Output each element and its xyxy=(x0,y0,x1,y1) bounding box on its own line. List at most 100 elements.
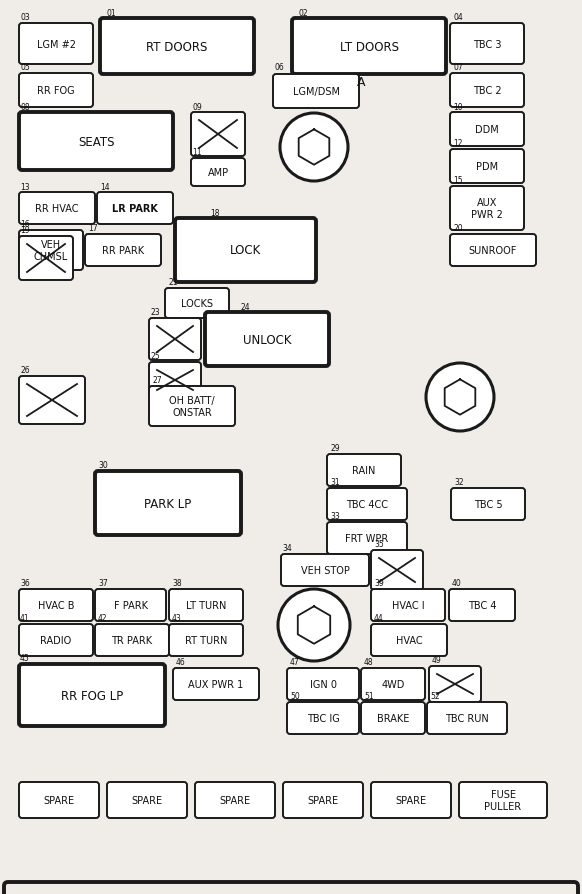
Text: 08: 08 xyxy=(20,103,30,112)
Text: RAIN: RAIN xyxy=(352,466,376,476)
FancyBboxPatch shape xyxy=(450,74,524,108)
Text: TBC 4: TBC 4 xyxy=(468,601,496,611)
Text: 07: 07 xyxy=(453,63,463,72)
Text: TBC IG: TBC IG xyxy=(307,713,339,723)
FancyBboxPatch shape xyxy=(95,589,166,621)
FancyBboxPatch shape xyxy=(95,471,241,536)
Text: OH BATT/
ONSTAR: OH BATT/ ONSTAR xyxy=(169,396,215,417)
Text: 48: 48 xyxy=(364,657,374,666)
FancyBboxPatch shape xyxy=(371,782,451,818)
FancyBboxPatch shape xyxy=(195,782,275,818)
FancyBboxPatch shape xyxy=(287,668,359,700)
Text: LT DOORS: LT DOORS xyxy=(339,40,399,54)
FancyBboxPatch shape xyxy=(19,74,93,108)
FancyBboxPatch shape xyxy=(450,24,524,65)
Text: 39: 39 xyxy=(374,578,384,587)
Text: HVAC B: HVAC B xyxy=(38,601,74,611)
FancyBboxPatch shape xyxy=(429,666,481,702)
Circle shape xyxy=(426,364,494,432)
FancyBboxPatch shape xyxy=(19,193,95,224)
FancyBboxPatch shape xyxy=(371,589,445,621)
Text: 52: 52 xyxy=(430,691,439,700)
Text: 12: 12 xyxy=(453,139,463,148)
Text: 21: 21 xyxy=(168,278,178,287)
FancyBboxPatch shape xyxy=(287,702,359,734)
FancyBboxPatch shape xyxy=(19,664,165,726)
FancyBboxPatch shape xyxy=(173,668,259,700)
Text: SPARE: SPARE xyxy=(44,795,74,805)
Text: RT DOORS: RT DOORS xyxy=(146,40,208,54)
Text: 50: 50 xyxy=(290,691,300,700)
Text: TBC 5: TBC 5 xyxy=(474,500,502,510)
FancyBboxPatch shape xyxy=(449,589,515,621)
FancyBboxPatch shape xyxy=(100,19,254,75)
FancyBboxPatch shape xyxy=(19,231,83,271)
Text: 35: 35 xyxy=(374,539,384,548)
Text: 17: 17 xyxy=(88,224,98,232)
FancyBboxPatch shape xyxy=(292,19,446,75)
Text: 05: 05 xyxy=(20,63,30,72)
Text: RR FOG LP: RR FOG LP xyxy=(61,688,123,702)
Text: 03: 03 xyxy=(20,13,30,22)
Text: LOCK: LOCK xyxy=(230,244,261,257)
FancyBboxPatch shape xyxy=(371,551,423,590)
Text: 29: 29 xyxy=(330,443,340,452)
Text: 13: 13 xyxy=(20,182,30,192)
Text: RT TURN: RT TURN xyxy=(185,636,227,645)
FancyBboxPatch shape xyxy=(97,193,173,224)
FancyBboxPatch shape xyxy=(19,237,73,281)
Text: FRT WPR: FRT WPR xyxy=(345,534,389,544)
Text: TBC 4CC: TBC 4CC xyxy=(346,500,388,510)
FancyBboxPatch shape xyxy=(19,782,99,818)
FancyBboxPatch shape xyxy=(165,289,229,318)
FancyBboxPatch shape xyxy=(205,313,329,367)
FancyBboxPatch shape xyxy=(327,454,401,486)
Text: SPARE: SPARE xyxy=(307,795,339,805)
FancyBboxPatch shape xyxy=(327,488,407,520)
FancyBboxPatch shape xyxy=(4,882,578,894)
Text: 27: 27 xyxy=(152,375,162,384)
Text: TBC 2: TBC 2 xyxy=(473,86,501,96)
FancyBboxPatch shape xyxy=(459,782,547,818)
FancyBboxPatch shape xyxy=(281,554,369,586)
Text: LOCKS: LOCKS xyxy=(181,299,213,308)
FancyBboxPatch shape xyxy=(19,376,85,425)
Text: FUSE
PULLER: FUSE PULLER xyxy=(484,789,521,811)
Circle shape xyxy=(280,114,348,181)
FancyBboxPatch shape xyxy=(19,113,173,171)
Text: 44: 44 xyxy=(374,613,384,622)
Text: 11: 11 xyxy=(192,148,201,156)
Text: 4WD: 4WD xyxy=(381,679,404,689)
Text: 51: 51 xyxy=(364,691,374,700)
Text: 04: 04 xyxy=(453,13,463,22)
Text: LGM/DSM: LGM/DSM xyxy=(293,87,339,97)
Text: VEH
CHMSL: VEH CHMSL xyxy=(34,240,68,262)
Text: 15: 15 xyxy=(453,176,463,185)
Text: 41: 41 xyxy=(20,613,30,622)
Text: TR PARK: TR PARK xyxy=(111,636,152,645)
Text: RR PARK: RR PARK xyxy=(102,246,144,256)
Text: 47: 47 xyxy=(290,657,300,666)
FancyBboxPatch shape xyxy=(361,702,425,734)
Text: TBC 3: TBC 3 xyxy=(473,39,501,49)
Text: RR HVAC: RR HVAC xyxy=(36,204,79,214)
FancyBboxPatch shape xyxy=(191,113,245,156)
FancyBboxPatch shape xyxy=(19,624,93,656)
Text: SUNROOF: SUNROOF xyxy=(469,246,517,256)
FancyBboxPatch shape xyxy=(371,624,447,656)
FancyBboxPatch shape xyxy=(361,668,425,700)
FancyBboxPatch shape xyxy=(427,702,507,734)
Text: AUX
PWR 2: AUX PWR 2 xyxy=(471,198,503,220)
FancyBboxPatch shape xyxy=(451,488,525,520)
Text: 18: 18 xyxy=(210,209,219,218)
Text: HVAC I: HVAC I xyxy=(392,601,424,611)
FancyBboxPatch shape xyxy=(450,187,524,231)
Text: 14: 14 xyxy=(100,182,109,192)
FancyBboxPatch shape xyxy=(149,363,201,399)
FancyBboxPatch shape xyxy=(95,624,169,656)
FancyBboxPatch shape xyxy=(169,624,243,656)
Text: DDM: DDM xyxy=(475,125,499,135)
Text: 06: 06 xyxy=(274,63,284,72)
Text: LGM #2: LGM #2 xyxy=(37,39,76,49)
Text: LR PARK: LR PARK xyxy=(112,204,158,214)
